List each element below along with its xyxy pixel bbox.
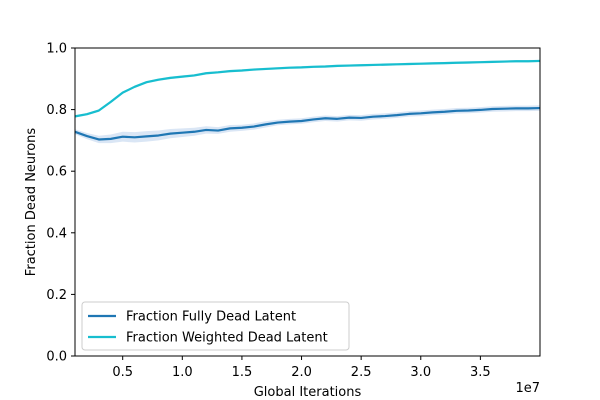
confidence-bands (75, 59, 540, 144)
axes-frame (74, 47, 541, 357)
legend-box (81, 301, 350, 351)
y-tick-label: 0.4 (46, 226, 67, 241)
y-tick-label: 1.0 (46, 42, 67, 57)
legend-label-1: Fraction Weighted Dead Latent (126, 331, 328, 346)
legend-label-0: Fraction Fully Dead Latent (126, 310, 296, 325)
y-axis-ticks: 0.0 0.2 0.4 0.6 0.8 1.0 (46, 42, 75, 365)
x-tick-label: 3.5 (470, 365, 491, 380)
y-tick-label: 0.2 (46, 288, 67, 303)
x-tick-label: 0.5 (112, 365, 133, 380)
x-axis-ticks: 0.5 1.0 1.5 2.0 2.5 3.0 3.5 (112, 356, 491, 380)
y-tick-label: 0.0 (46, 350, 67, 365)
x-axis-label: Global Iterations (254, 385, 362, 400)
series-0-confidence-band (75, 105, 540, 144)
x-tick-label: 3.0 (410, 365, 431, 380)
legend: Fraction Fully Dead Latent Fraction Weigh… (81, 301, 350, 351)
series-1-line (74, 59, 541, 118)
series-0-line (74, 106, 541, 141)
x-tick-label: 1.0 (172, 365, 193, 380)
series-lines (74, 59, 541, 141)
y-axis-label: Fraction Dead Neurons (24, 128, 39, 277)
x-tick-label: 2.5 (351, 365, 372, 380)
y-tick-label: 0.6 (46, 165, 67, 180)
x-tick-label: 2.0 (291, 365, 312, 380)
x-tick-label: 1.5 (232, 365, 253, 380)
x-axis-offset-label: 1e7 (515, 381, 540, 396)
y-tick-label: 0.8 (46, 103, 67, 118)
